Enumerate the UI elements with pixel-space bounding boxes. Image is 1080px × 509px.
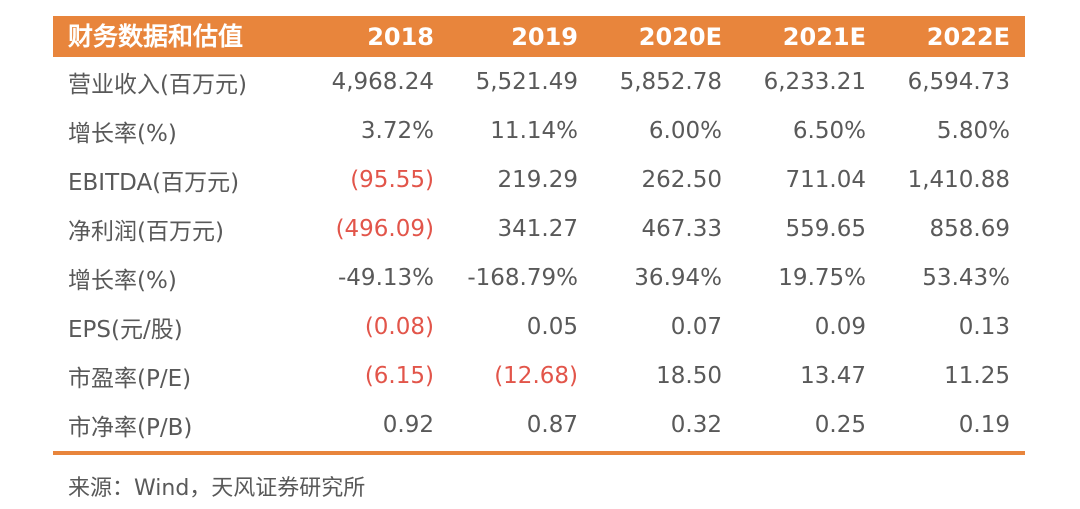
cell-value: 0.07 xyxy=(670,313,722,340)
cell-value-negative: (0.08) xyxy=(364,313,434,340)
cell-value: 1,410.88 xyxy=(907,166,1010,193)
cell-value: 467.33 xyxy=(641,215,722,242)
column-header-2021e: 2021E xyxy=(782,22,866,51)
cell-value: 3.72% xyxy=(360,117,434,144)
cell-value: 18.50 xyxy=(656,362,722,389)
cell-value: 11.14% xyxy=(490,117,578,144)
row-label: 增长率(%) xyxy=(68,267,177,294)
cell-value: 53.43% xyxy=(922,264,1010,291)
row-label: EPS(元/股) xyxy=(68,316,183,343)
cell-value: 0.09 xyxy=(814,313,866,340)
source-note: 来源：Wind，天风证券研究所 xyxy=(68,476,366,501)
table-title: 财务数据和估值 xyxy=(68,22,244,51)
cell-value: 0.13 xyxy=(958,313,1010,340)
cell-value: 219.29 xyxy=(497,166,578,193)
cell-value: 262.50 xyxy=(641,166,722,193)
cell-value: 0.25 xyxy=(814,411,866,438)
cell-value: 711.04 xyxy=(785,166,866,193)
cell-value: 0.19 xyxy=(958,411,1010,438)
table-bottom-rule xyxy=(53,451,1025,455)
cell-value: 6,233.21 xyxy=(763,68,866,95)
row-label: 市净率(P/B) xyxy=(68,414,193,441)
table-row-revenue: 营业收入(百万元) 4,968.24 5,521.49 5,852.78 6,2… xyxy=(53,57,1025,106)
financial-table: 财务数据和估值 2018 2019 2020E 2021E 2022E 营业收入… xyxy=(53,16,1025,502)
cell-value: 0.32 xyxy=(670,411,722,438)
cell-value: 858.69 xyxy=(929,215,1010,242)
cell-value: 341.27 xyxy=(497,215,578,242)
cell-value: 19.75% xyxy=(778,264,866,291)
cell-value: 6.50% xyxy=(792,117,866,144)
column-header-2019: 2019 xyxy=(511,22,578,51)
cell-value-negative: (95.55) xyxy=(350,166,434,193)
cell-value: 0.87 xyxy=(526,411,578,438)
row-label: 增长率(%) xyxy=(68,120,177,147)
cell-value: -168.79% xyxy=(467,264,578,291)
table-row-ebitda: EBITDA(百万元) (95.55) 219.29 262.50 711.04… xyxy=(53,155,1025,204)
cell-value: -49.13% xyxy=(338,264,434,291)
table-header-row: 财务数据和估值 2018 2019 2020E 2021E 2022E xyxy=(53,16,1025,57)
cell-value-negative: (12.68) xyxy=(494,362,578,389)
row-label: 净利润(百万元) xyxy=(68,218,224,245)
table-row-net-profit: 净利润(百万元) (496.09) 341.27 467.33 559.65 8… xyxy=(53,204,1025,253)
cell-value: 11.25 xyxy=(944,362,1010,389)
cell-value: 5,521.49 xyxy=(475,68,578,95)
column-header-2022e: 2022E xyxy=(926,22,1010,51)
row-label: 营业收入(百万元) xyxy=(68,71,247,98)
cell-value: 36.94% xyxy=(634,264,722,291)
cell-value: 6.00% xyxy=(648,117,722,144)
table-row-pe: 市盈率(P/E) (6.15) (12.68) 18.50 13.47 11.2… xyxy=(53,351,1025,400)
cell-value: 5,852.78 xyxy=(619,68,722,95)
column-header-2018: 2018 xyxy=(367,22,434,51)
cell-value: 559.65 xyxy=(785,215,866,242)
cell-value: 4,968.24 xyxy=(331,68,434,95)
table-row-revenue-growth: 增长率(%) 3.72% 11.14% 6.00% 6.50% 5.80% xyxy=(53,106,1025,155)
table-row-pb: 市净率(P/B) 0.92 0.87 0.32 0.25 0.19 xyxy=(53,400,1025,449)
cell-value: 13.47 xyxy=(800,362,866,389)
table-row-eps: EPS(元/股) (0.08) 0.05 0.07 0.09 0.13 xyxy=(53,302,1025,351)
cell-value-negative: (496.09) xyxy=(335,215,434,242)
row-label: 市盈率(P/E) xyxy=(68,365,192,392)
cell-value: 0.92 xyxy=(382,411,434,438)
cell-value-negative: (6.15) xyxy=(364,362,434,389)
table-row-profit-growth: 增长率(%) -49.13% -168.79% 36.94% 19.75% 53… xyxy=(53,253,1025,302)
cell-value: 6,594.73 xyxy=(907,68,1010,95)
column-header-2020e: 2020E xyxy=(638,22,722,51)
cell-value: 5.80% xyxy=(936,117,1010,144)
cell-value: 0.05 xyxy=(526,313,578,340)
row-label: EBITDA(百万元) xyxy=(68,169,240,196)
